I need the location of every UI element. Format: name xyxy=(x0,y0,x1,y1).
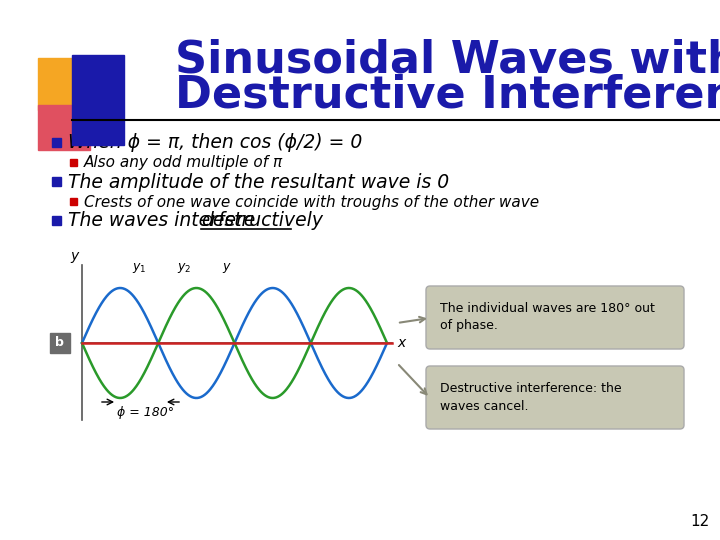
Text: Destructive Interference: Destructive Interference xyxy=(175,73,720,117)
Text: The waves interfere: The waves interfere xyxy=(68,212,261,231)
Text: The amplitude of the resultant wave is 0: The amplitude of the resultant wave is 0 xyxy=(68,172,449,192)
Text: Also any odd multiple of π: Also any odd multiple of π xyxy=(84,156,283,171)
Bar xyxy=(72,55,124,145)
Text: y: y xyxy=(70,249,78,263)
Text: Crests of one wave coincide with troughs of the other wave: Crests of one wave coincide with troughs… xyxy=(84,194,539,210)
Text: When ϕ = π, then cos (ϕ/2) = 0: When ϕ = π, then cos (ϕ/2) = 0 xyxy=(68,133,362,152)
Bar xyxy=(50,333,70,353)
Text: Destructive interference: the
waves cancel.: Destructive interference: the waves canc… xyxy=(440,382,621,413)
Text: b: b xyxy=(55,336,63,349)
FancyBboxPatch shape xyxy=(426,286,684,349)
Text: The individual waves are 180° out
of phase.: The individual waves are 180° out of pha… xyxy=(440,302,655,333)
Text: Sinusoidal Waves with: Sinusoidal Waves with xyxy=(175,38,720,82)
Text: $y_1$: $y_1$ xyxy=(132,261,146,275)
Text: x: x xyxy=(397,336,405,350)
Bar xyxy=(52,138,61,147)
Bar xyxy=(52,177,61,186)
Text: destructively: destructively xyxy=(201,212,323,231)
Bar xyxy=(70,198,77,205)
Bar xyxy=(38,58,90,110)
Text: 12: 12 xyxy=(690,515,710,530)
FancyBboxPatch shape xyxy=(426,366,684,429)
Bar xyxy=(38,105,90,150)
Text: ϕ = 180°: ϕ = 180° xyxy=(117,406,174,419)
Text: $y_2$: $y_2$ xyxy=(177,261,192,275)
Text: $y$: $y$ xyxy=(222,261,232,275)
Bar xyxy=(70,159,77,166)
Bar xyxy=(52,216,61,225)
